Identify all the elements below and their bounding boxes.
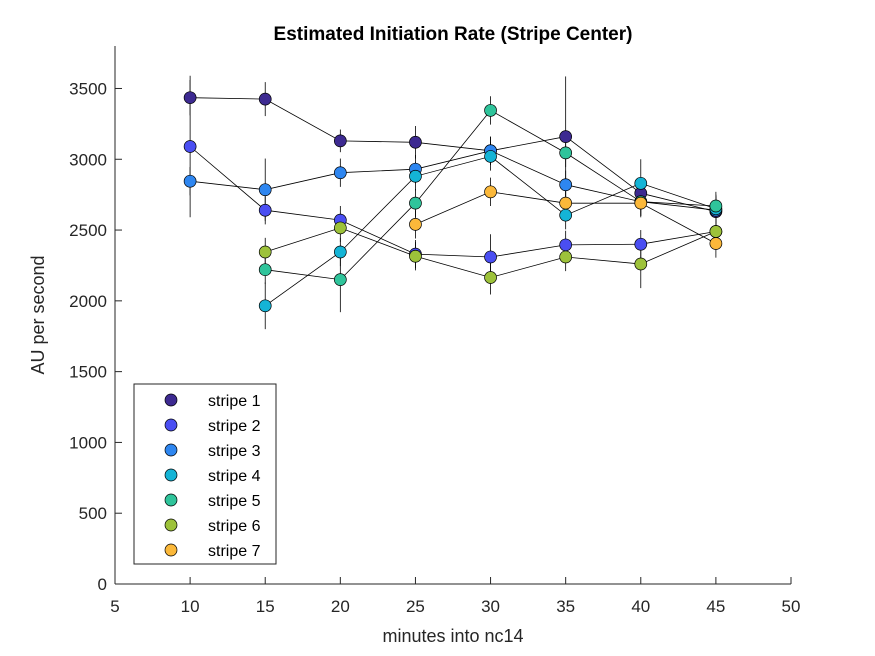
data-point	[484, 250, 497, 264]
legend-marker	[164, 543, 178, 557]
legend-marker	[164, 468, 178, 482]
y-tick-label: 0	[98, 575, 107, 594]
legend-items: stripe 1 stripe 2 stripe 3 stripe 4 stripe 5…	[164, 393, 261, 560]
data-point	[333, 134, 347, 148]
x-tick-label: 35	[556, 597, 575, 616]
data-point	[559, 146, 573, 160]
legend-label: stripe 2	[208, 418, 261, 435]
data-point	[333, 221, 347, 235]
data-point	[333, 245, 347, 259]
legend-marker	[164, 393, 178, 407]
legend-label: stripe 6	[208, 518, 261, 535]
data-point	[183, 174, 197, 188]
data-point	[634, 176, 648, 190]
x-tick-label: 15	[256, 597, 275, 616]
data-point	[709, 237, 723, 250]
x-tick-label: 20	[331, 597, 350, 616]
x-tick-label: 25	[406, 597, 425, 616]
x-tick-label: 30	[481, 597, 500, 616]
x-axis-label: minutes into nc14	[382, 626, 523, 646]
x-tick-label: 50	[782, 597, 801, 616]
data-point	[258, 183, 272, 197]
y-axis-label: AU per second	[28, 255, 48, 374]
data-point	[634, 257, 648, 271]
data-point	[709, 225, 723, 238]
data-point	[258, 299, 272, 313]
legend-box	[133, 383, 277, 565]
y-tick-label: 2000	[69, 292, 107, 311]
y-tick-label: 1500	[69, 363, 107, 382]
series-line-1	[190, 97, 716, 212]
series-line-2	[189, 146, 716, 258]
data-point	[484, 150, 497, 163]
data-markers	[183, 91, 723, 313]
data-point	[634, 196, 648, 210]
data-point	[559, 250, 573, 264]
legend-label: stripe 4	[208, 468, 261, 485]
series-line-3	[190, 150, 716, 211]
data-point	[409, 218, 422, 231]
data-point	[258, 92, 272, 106]
y-axis-ticks: 0 500 1000 1500 2000 2500 3000 3500	[69, 79, 122, 594]
data-point	[258, 245, 272, 259]
legend-marker	[164, 518, 178, 532]
data-point	[484, 185, 497, 199]
axes	[114, 46, 791, 585]
legend-label: stripe 1	[208, 393, 261, 410]
y-tick-label: 2500	[69, 221, 107, 240]
data-point	[559, 130, 573, 143]
data-point	[634, 237, 648, 251]
y-tick-label: 500	[79, 504, 107, 523]
x-tick-label: 5	[110, 597, 119, 616]
y-tick-label: 3000	[69, 150, 107, 169]
y-tick-label: 3500	[69, 79, 107, 98]
data-point	[183, 91, 197, 105]
data-point	[409, 169, 422, 183]
legend-marker	[164, 493, 178, 507]
x-axis-ticks: 5 10 15 20 25 30 35 40 45 50	[110, 577, 800, 616]
data-point	[559, 208, 573, 222]
legend-label: stripe 3	[208, 443, 261, 460]
x-tick-label: 10	[181, 597, 200, 616]
legend-label: stripe 7	[208, 543, 261, 560]
data-point	[559, 238, 573, 252]
data-point	[484, 271, 497, 284]
legend-marker	[164, 418, 178, 432]
y-tick-label: 1000	[69, 433, 107, 452]
data-point	[559, 178, 573, 192]
data-point	[409, 249, 422, 263]
data-point	[333, 166, 347, 180]
data-point	[409, 196, 422, 210]
chart-title: Estimated Initiation Rate (Stripe Center…	[274, 24, 633, 45]
x-tick-label: 45	[706, 597, 725, 616]
legend-marker	[164, 443, 178, 457]
data-point	[258, 203, 272, 217]
data-point	[709, 199, 723, 213]
data-point	[333, 273, 347, 286]
legend: stripe 1 stripe 2 stripe 3 stripe 4 stripe 5…	[133, 383, 277, 565]
data-point	[409, 135, 422, 149]
data-point	[484, 104, 497, 117]
legend-label: stripe 5	[208, 493, 261, 510]
data-point	[183, 140, 197, 153]
x-tick-label: 40	[631, 597, 650, 616]
data-point	[258, 263, 272, 277]
data-point	[559, 196, 573, 210]
